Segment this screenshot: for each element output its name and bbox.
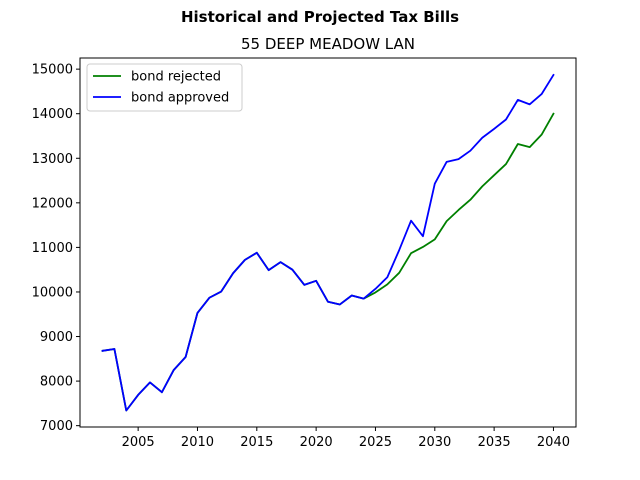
x-tick-label: 2020 bbox=[300, 435, 333, 450]
legend-label-bond-approved: bond approved bbox=[131, 91, 229, 106]
y-tick-label: 15000 bbox=[32, 63, 73, 78]
y-axis: 7000 8000 9000 10000 11000 12000 13000 14000 150… bbox=[32, 63, 80, 434]
y-tick-label: 13000 bbox=[32, 152, 73, 167]
chart-suptitle: Historical and Projected Tax Bills bbox=[181, 8, 459, 26]
legend-box bbox=[86, 63, 243, 112]
y-tick-label: 11000 bbox=[32, 241, 73, 256]
axes-frame bbox=[79, 57, 577, 428]
series-line-bond-approved bbox=[101, 73, 555, 412]
y-tick-label: 8000 bbox=[40, 375, 73, 390]
x-tick-label: 2005 bbox=[122, 435, 155, 450]
plot-area: 2005 2010 2015 2020 2025 2030 2035 2040 7000 800… bbox=[32, 57, 577, 450]
x-tick-label: 2030 bbox=[418, 435, 451, 450]
x-axis: 2005 2010 2015 2020 2025 2030 2035 2040 bbox=[122, 427, 570, 450]
legend-label-bond-rejected: bond rejected bbox=[131, 70, 221, 85]
series-lines bbox=[101, 73, 555, 412]
y-tick-label: 12000 bbox=[32, 196, 73, 211]
x-tick-label: 2035 bbox=[478, 435, 511, 450]
y-tick-label: 14000 bbox=[32, 107, 73, 122]
y-tick-label: 9000 bbox=[40, 330, 73, 345]
chart-title: 55 DEEP MEADOW LAN bbox=[241, 35, 415, 53]
legend: bond rejected bond approved bbox=[86, 63, 243, 112]
x-tick-label: 2025 bbox=[359, 435, 392, 450]
x-tick-label: 2040 bbox=[537, 435, 570, 450]
x-tick-label: 2010 bbox=[181, 435, 214, 450]
y-tick-label: 10000 bbox=[32, 285, 73, 300]
x-tick-label: 2015 bbox=[240, 435, 273, 450]
y-tick-label: 7000 bbox=[40, 419, 73, 434]
